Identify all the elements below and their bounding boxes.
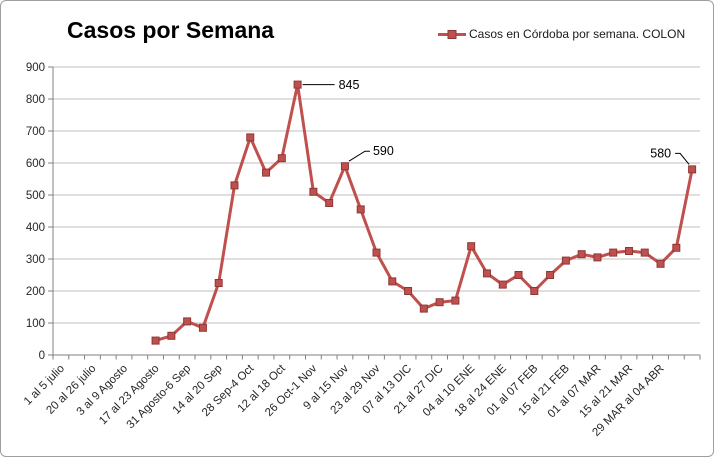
data-point-marker: [151, 336, 160, 345]
data-point-marker: [561, 256, 570, 265]
data-point-marker: [451, 296, 460, 305]
data-point-marker: [183, 317, 192, 326]
data-point-marker: [214, 279, 223, 287]
data-point-marker: [609, 248, 618, 257]
data-point-marker: [546, 271, 555, 279]
y-axis-label: 600: [26, 158, 45, 170]
data-point-marker: [467, 242, 476, 251]
data-point-marker: [167, 331, 176, 340]
annotation-label: 590: [373, 144, 394, 158]
annotation-callout-line: [675, 152, 690, 165]
data-point-marker: [246, 133, 255, 142]
y-axis-label: 800: [26, 94, 45, 106]
data-point-marker: [262, 168, 271, 177]
data-point-marker: [356, 205, 365, 214]
y-axis-label: 400: [26, 222, 45, 234]
data-point-marker: [435, 298, 444, 307]
data-point-marker: [230, 181, 239, 190]
legend-line-marker-icon: [438, 29, 466, 39]
legend: Casos en Córdoba por semana. COLON: [437, 27, 685, 41]
data-point-marker: [277, 154, 286, 163]
data-point-marker: [198, 323, 207, 332]
data-point-marker: [530, 287, 539, 295]
y-axis-label: 500: [26, 190, 45, 202]
legend-label: Casos en Córdoba por semana. COLON: [469, 27, 686, 41]
data-point-marker: [388, 277, 397, 286]
annotation-label: 580: [650, 146, 671, 160]
annotation-label: 845: [339, 78, 360, 92]
annotation-callout-line: [348, 150, 370, 162]
data-point-marker: [672, 243, 681, 252]
data-point-marker: [498, 280, 507, 289]
data-point-marker: [656, 259, 665, 268]
data-point-marker: [688, 165, 697, 174]
data-point-marker: [419, 304, 428, 313]
y-axis-label: 200: [26, 286, 45, 298]
chart-title: Casos por Semana: [67, 17, 275, 43]
data-point-marker: [293, 80, 302, 89]
data-point-marker: [309, 187, 318, 196]
data-point-marker: [372, 248, 381, 257]
data-point-marker: [624, 247, 633, 255]
data-point-marker: [577, 250, 586, 259]
data-point-marker: [482, 269, 491, 278]
y-axis-label: 100: [26, 318, 45, 330]
data-point-marker: [593, 253, 602, 262]
series-line: [155, 83, 694, 343]
data-point-marker: [325, 199, 334, 207]
data-point-marker: [514, 271, 523, 279]
data-point-marker: [640, 248, 649, 257]
y-axis-label: 300: [26, 254, 45, 266]
y-axis-label: 900: [26, 62, 45, 74]
data-point-marker: [340, 162, 349, 171]
data-point-marker: [404, 287, 413, 295]
y-axis-label: 0: [39, 350, 45, 362]
y-axis-label: 700: [26, 126, 45, 138]
